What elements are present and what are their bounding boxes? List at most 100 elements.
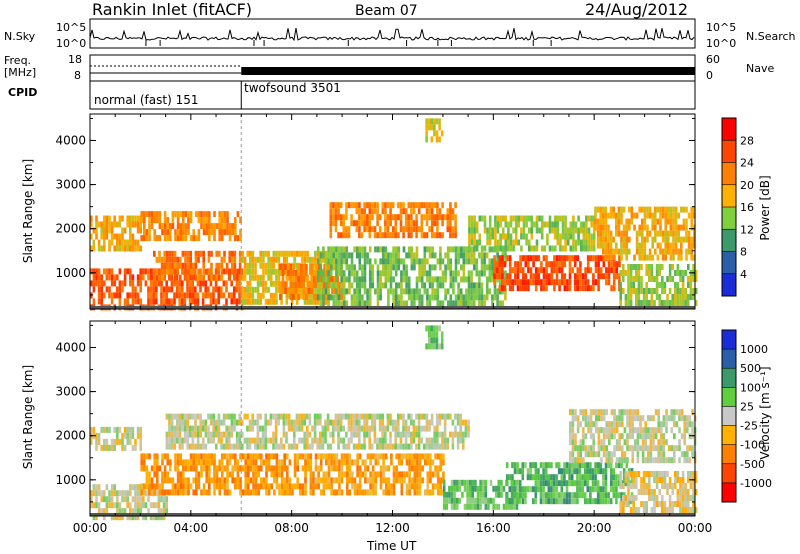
power-cell-7: [485, 288, 489, 295]
power-cell-7: [324, 264, 328, 271]
velocity-cell-4: [343, 453, 346, 460]
velocity-cell-1: [195, 477, 198, 484]
velocity-cell-3: [230, 419, 234, 426]
power-cell-0: [217, 292, 220, 299]
power-cell-7: [394, 252, 398, 259]
power-cell-0: [214, 280, 218, 287]
velocity-cell-5: [492, 497, 495, 504]
velocity-cell-2: [105, 444, 109, 451]
power-cell-10: [641, 224, 644, 231]
power-cell-7: [319, 264, 323, 271]
power-cell-10: [617, 218, 621, 225]
velocity-cell-4: [369, 453, 372, 460]
power-cell-9: [488, 215, 492, 222]
power-cell-7: [470, 252, 473, 259]
power-cell-7: [452, 300, 455, 307]
station-title: Rankin Inlet (fitACF): [92, 0, 253, 19]
velocity-cell-7: [584, 415, 588, 422]
power-cell-7: [358, 282, 362, 289]
velocity-cell-3: [280, 437, 283, 444]
power-cell-0: [162, 298, 166, 305]
velocity-cell-1: [179, 483, 182, 490]
velocity-cell-3: [412, 425, 416, 432]
velocity-cell-4: [309, 471, 313, 478]
velocity-cell-7: [623, 439, 627, 446]
velocity-cell-4: [384, 453, 388, 460]
velocity-cell-7: [608, 457, 611, 464]
power-cell-3: [150, 217, 154, 224]
velocity-cell-6: [521, 462, 525, 469]
power-cell-9: [592, 233, 596, 240]
power-cell-7: [413, 258, 416, 265]
power-colorbar-tick-label: 12: [740, 223, 754, 236]
power-cell-1: [233, 256, 237, 263]
velocity-cell-8: [629, 495, 633, 501]
velocity-cell-2: [108, 444, 111, 451]
velocity-cell-8: [661, 471, 664, 477]
velocity-cell-1: [182, 465, 185, 472]
velocity-cell-7: [673, 415, 676, 422]
power-cell-6: [454, 214, 457, 221]
velocity-cell-6: [586, 498, 590, 505]
power-cell-11: [637, 270, 641, 276]
velocity-cell-4: [317, 477, 320, 484]
power-cell-8: [498, 285, 502, 292]
power-cell-7: [470, 300, 473, 307]
power-cell-3: [189, 235, 193, 242]
power-cell-4: [269, 262, 273, 269]
power-cell-2: [131, 215, 135, 222]
velocity-cell-6: [505, 474, 509, 481]
velocity-cell-8: [666, 489, 669, 495]
velocity-cell-6: [508, 486, 512, 493]
velocity-cell-7: [584, 409, 588, 416]
velocity-cell-6: [552, 498, 556, 505]
power-cell-9: [488, 227, 492, 234]
power-cell-4: [321, 256, 325, 263]
power-cell-11: [648, 288, 651, 294]
power-cell-3: [171, 223, 175, 230]
power-cell-7: [340, 282, 343, 289]
velocity-cell-1: [275, 453, 279, 460]
power-cell-3: [156, 235, 159, 242]
power-cell-7: [431, 294, 434, 301]
velocity-cell-5: [474, 485, 477, 492]
velocity-cell-1: [247, 483, 250, 490]
power-cell-11: [619, 288, 622, 294]
power-cell-8: [529, 279, 533, 286]
velocity-cell-3: [371, 419, 374, 426]
velocity-cell-6: [555, 486, 558, 493]
power-cell-7: [379, 282, 382, 289]
velocity-cell-3: [415, 431, 418, 438]
power-cell-7: [397, 264, 401, 271]
velocity-cell-3: [217, 413, 221, 420]
velocity-cell-6: [555, 474, 558, 481]
velocity-cell-5: [500, 491, 503, 498]
power-cell-7: [397, 252, 401, 259]
velocity-cell-9: [435, 325, 439, 332]
power-cell-7: [498, 300, 502, 307]
power-cell-3: [192, 235, 195, 242]
power-cell-2: [118, 215, 122, 222]
power-cell-10: [664, 218, 667, 225]
velocity-cell-8: [655, 471, 659, 477]
velocity-cell-2: [113, 426, 116, 433]
velocity-cell-6: [537, 474, 540, 481]
power-cell-3: [182, 211, 185, 218]
power-cell-8: [586, 255, 590, 262]
velocity-cell-3: [181, 413, 184, 420]
power-cell-11: [622, 288, 625, 294]
power-cell-7: [472, 288, 476, 295]
power-cell-10: [674, 242, 678, 249]
freq-tick-high: 18: [68, 53, 82, 66]
power-cell-3: [213, 235, 216, 242]
velocity-cell-0: [142, 514, 145, 521]
power-cell-8: [545, 255, 548, 262]
power-cell-4: [277, 256, 281, 263]
power-cell-11: [668, 264, 672, 270]
power-cell-8: [584, 285, 587, 292]
power-cell-10: [685, 248, 688, 255]
velocity-cell-7: [626, 421, 629, 428]
power-cell-7: [387, 300, 390, 307]
velocity-cell-6: [539, 486, 543, 493]
velocity-cell-4: [312, 477, 315, 484]
